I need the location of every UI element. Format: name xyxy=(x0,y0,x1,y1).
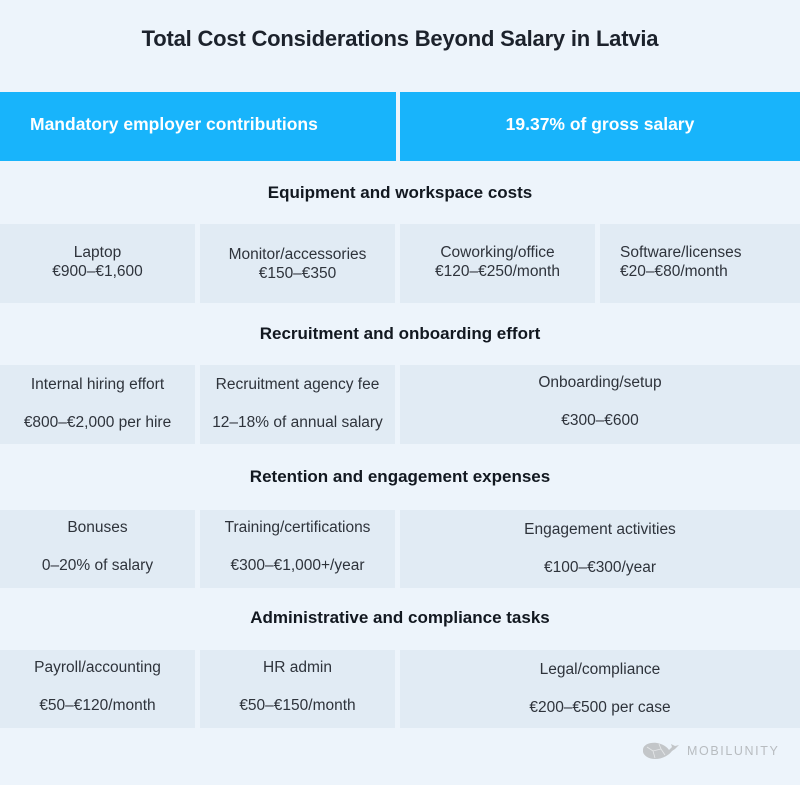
cost-item-value: €50–€150/month xyxy=(239,696,356,714)
brand-logo: MOBILUNITY xyxy=(641,741,779,761)
cost-item-payroll: Payroll/accounting €50–€120/month xyxy=(0,650,195,728)
cost-item-label: Coworking/office xyxy=(440,243,555,261)
cost-item-monitor: Monitor/accessories €150–€350 xyxy=(200,224,395,303)
cost-item-label: Legal/compliance xyxy=(539,660,661,678)
cost-item-value: 0–20% of salary xyxy=(41,556,154,574)
cost-item-agency-fee: Recruitment agency fee 12–18% of annual … xyxy=(200,365,395,444)
cost-item-label: Engagement activities xyxy=(524,520,676,538)
cost-item-coworking: Coworking/office €120–€250/month xyxy=(400,224,595,303)
section-heading-recruitment: Recruitment and onboarding effort xyxy=(259,324,541,343)
cost-item-value: €300–€1,000+/year xyxy=(230,556,365,574)
equipment-row: Laptop €900–€1,600 Monitor/accessories €… xyxy=(0,224,800,303)
cost-item-label: Onboarding/setup xyxy=(538,374,662,391)
cost-item-label: Laptop xyxy=(73,243,122,261)
cost-item-engagement: Engagement activities €100–€300/year xyxy=(400,510,800,588)
cost-item-value: €300–€600 xyxy=(561,412,639,429)
cost-item-label: Training/certifications xyxy=(224,518,371,536)
cost-item-value: €120–€250/month xyxy=(435,262,560,280)
cost-item-value: €800–€2,000 per hire xyxy=(23,414,172,431)
administrative-row: Payroll/accounting €50–€120/month HR adm… xyxy=(0,650,800,728)
section-heading-retention: Retention and engagement expenses xyxy=(249,467,551,486)
cost-item-laptop: Laptop €900–€1,600 xyxy=(0,224,195,303)
employer-contributions-value: 19.37% of gross salary xyxy=(400,92,800,161)
retention-row: Bonuses 0–20% of salary Training/certifi… xyxy=(0,510,800,588)
employer-contributions-row: Mandatory employer contributions 19.37% … xyxy=(0,92,800,161)
cost-item-label: Payroll/accounting xyxy=(34,658,161,676)
cost-item-internal-hiring: Internal hiring effort €800–€2,000 per h… xyxy=(0,365,195,444)
cost-item-bonuses: Bonuses 0–20% of salary xyxy=(0,510,195,588)
cost-item-onboarding: Onboarding/setup €300–€600 xyxy=(400,365,800,444)
cost-item-label: Software/licenses xyxy=(620,243,742,261)
employer-contributions-label: Mandatory employer contributions xyxy=(0,92,396,161)
section-heading-administrative: Administrative and compliance tasks xyxy=(250,608,550,627)
cost-item-value: €20–€80/month xyxy=(620,262,728,280)
cost-item-value: €100–€300/year xyxy=(543,558,657,576)
cost-item-label: Internal hiring effort xyxy=(30,376,165,393)
page-title: Total Cost Considerations Beyond Salary … xyxy=(141,26,659,51)
cost-item-value: 12–18% of annual salary xyxy=(212,414,383,431)
whale-icon xyxy=(643,742,679,759)
recruitment-row: Internal hiring effort €800–€2,000 per h… xyxy=(0,365,800,444)
cost-item-label: Recruitment agency fee xyxy=(215,376,380,393)
cost-item-training: Training/certifications €300–€1,000+/yea… xyxy=(200,510,395,588)
cost-item-legal: Legal/compliance €200–€500 per case xyxy=(400,650,800,728)
brand-name: MOBILUNITY xyxy=(687,744,780,758)
cost-item-label: HR admin xyxy=(263,658,332,676)
cost-item-value: €200–€500 per case xyxy=(529,698,671,716)
cost-item-software: Software/licenses €20–€80/month xyxy=(600,224,800,303)
section-heading-equipment: Equipment and workspace costs xyxy=(267,183,533,202)
cost-item-value: €900–€1,600 xyxy=(52,262,143,280)
cost-item-value: €50–€120/month xyxy=(39,696,156,714)
cost-item-label: Monitor/accessories xyxy=(228,245,367,263)
cost-item-hr-admin: HR admin €50–€150/month xyxy=(200,650,395,728)
cost-item-label: Bonuses xyxy=(67,518,128,536)
cost-item-value: €150–€350 xyxy=(258,264,337,282)
